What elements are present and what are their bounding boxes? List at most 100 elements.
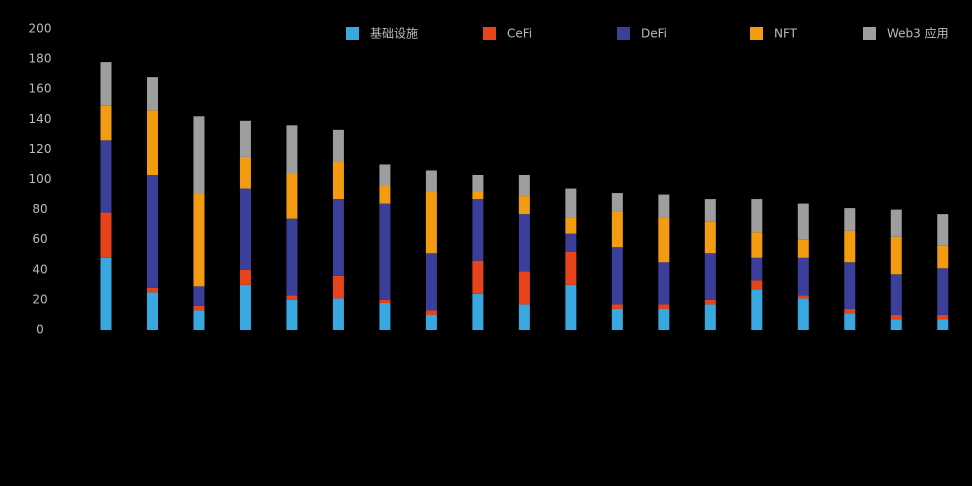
bar-segment xyxy=(704,253,716,300)
bar-segment xyxy=(379,164,391,186)
bar-segment xyxy=(565,233,577,252)
bar-segment xyxy=(611,304,623,309)
y-tick-label: 140 xyxy=(29,112,52,126)
bar-segment xyxy=(937,245,949,269)
bar-segment xyxy=(146,292,158,330)
legend-swatch xyxy=(346,27,359,40)
bar-segment xyxy=(751,199,763,233)
bar-segment xyxy=(239,188,251,270)
bar-segment xyxy=(425,170,437,192)
legend-swatch xyxy=(483,27,496,40)
y-tick-label: 200 xyxy=(29,22,52,36)
bar-segment xyxy=(472,199,484,261)
legend-swatch xyxy=(750,27,763,40)
bar-segment xyxy=(751,289,763,330)
bar-segment xyxy=(518,196,530,215)
bar-segment xyxy=(472,260,484,294)
bar-segment xyxy=(751,232,763,258)
bar-segment xyxy=(286,125,298,174)
bar-segment xyxy=(890,209,902,237)
bar-segment xyxy=(425,310,437,315)
bar-segment xyxy=(890,314,902,320)
bar-segment xyxy=(193,286,205,306)
bar-segment xyxy=(890,319,902,330)
bar-segment xyxy=(100,212,112,258)
bar-segment xyxy=(379,203,391,300)
bar-segment xyxy=(193,116,205,194)
y-tick-label: 160 xyxy=(29,82,52,96)
bar-segment xyxy=(332,199,344,276)
y-tick-label: 180 xyxy=(29,52,52,66)
bar-segment xyxy=(518,271,530,305)
bar-segment xyxy=(146,110,158,175)
bar-segment xyxy=(239,120,251,157)
bar-segment xyxy=(332,161,344,200)
bar-segment xyxy=(100,257,112,330)
bar-segment xyxy=(704,221,716,254)
y-tick-label: 20 xyxy=(32,292,47,306)
bar-segment xyxy=(658,217,670,263)
bar-segment xyxy=(937,214,949,246)
bar-segment xyxy=(751,257,763,281)
legend-label: CeFi xyxy=(507,27,532,41)
bar-segment xyxy=(565,188,577,218)
bar-segment xyxy=(937,268,949,315)
bar-segment xyxy=(379,302,391,330)
bar-segment xyxy=(286,295,298,300)
bar-segment xyxy=(797,257,809,296)
bar-segment xyxy=(844,308,856,314)
bar-segment xyxy=(100,105,112,141)
legend-swatch xyxy=(863,27,876,40)
bar-segment xyxy=(844,313,856,330)
bar-segment xyxy=(379,299,391,303)
bar-segment xyxy=(193,305,205,311)
bar-segment xyxy=(518,174,530,197)
y-tick-label: 60 xyxy=(32,232,47,246)
legend-label: 基础设施 xyxy=(370,27,418,41)
bar-segment xyxy=(890,236,902,275)
bar-segment xyxy=(518,304,530,330)
bar-segment xyxy=(286,218,298,296)
bar-segment xyxy=(797,239,809,258)
bar-segment xyxy=(239,269,251,285)
bar-segment xyxy=(146,287,158,293)
bar-segment xyxy=(565,284,577,330)
bar-segment xyxy=(472,191,484,200)
bar-segment xyxy=(286,299,298,330)
y-tick-label: 120 xyxy=(29,142,52,156)
bar-segment xyxy=(425,191,437,254)
bar-segment xyxy=(239,284,251,330)
y-tick-label: 80 xyxy=(32,202,47,216)
y-tick-label: 0 xyxy=(36,323,44,337)
bar-segment xyxy=(472,293,484,330)
bar-segment xyxy=(472,174,484,192)
bar-segment xyxy=(565,251,577,285)
bar-segment xyxy=(704,199,716,222)
bar-segment xyxy=(704,304,716,330)
y-tick-label: 40 xyxy=(32,262,47,276)
bar-segment xyxy=(146,174,158,288)
bar-segment xyxy=(611,193,623,212)
bar-segment xyxy=(193,193,205,287)
bar-segment xyxy=(332,298,344,330)
bar-segment xyxy=(844,208,856,231)
bar-segment xyxy=(797,295,809,299)
bar-segment xyxy=(193,310,205,330)
bar-segment xyxy=(518,214,530,272)
bar-segment xyxy=(797,298,809,330)
bar-segment xyxy=(797,203,809,240)
bar-segment xyxy=(844,230,856,263)
legend-label: Web3 应用 xyxy=(887,26,949,41)
bar-segment xyxy=(611,308,623,330)
bar-segment xyxy=(100,140,112,213)
bar-segment xyxy=(658,308,670,330)
bar-segment xyxy=(239,156,251,189)
legend-label: DeFi xyxy=(641,27,667,41)
bar-segment xyxy=(890,274,902,315)
bar-segment xyxy=(332,129,344,162)
y-tick-label: 100 xyxy=(29,172,52,186)
bar-segment xyxy=(146,77,158,111)
bar-segment xyxy=(286,173,298,219)
bar-segment xyxy=(100,62,112,106)
